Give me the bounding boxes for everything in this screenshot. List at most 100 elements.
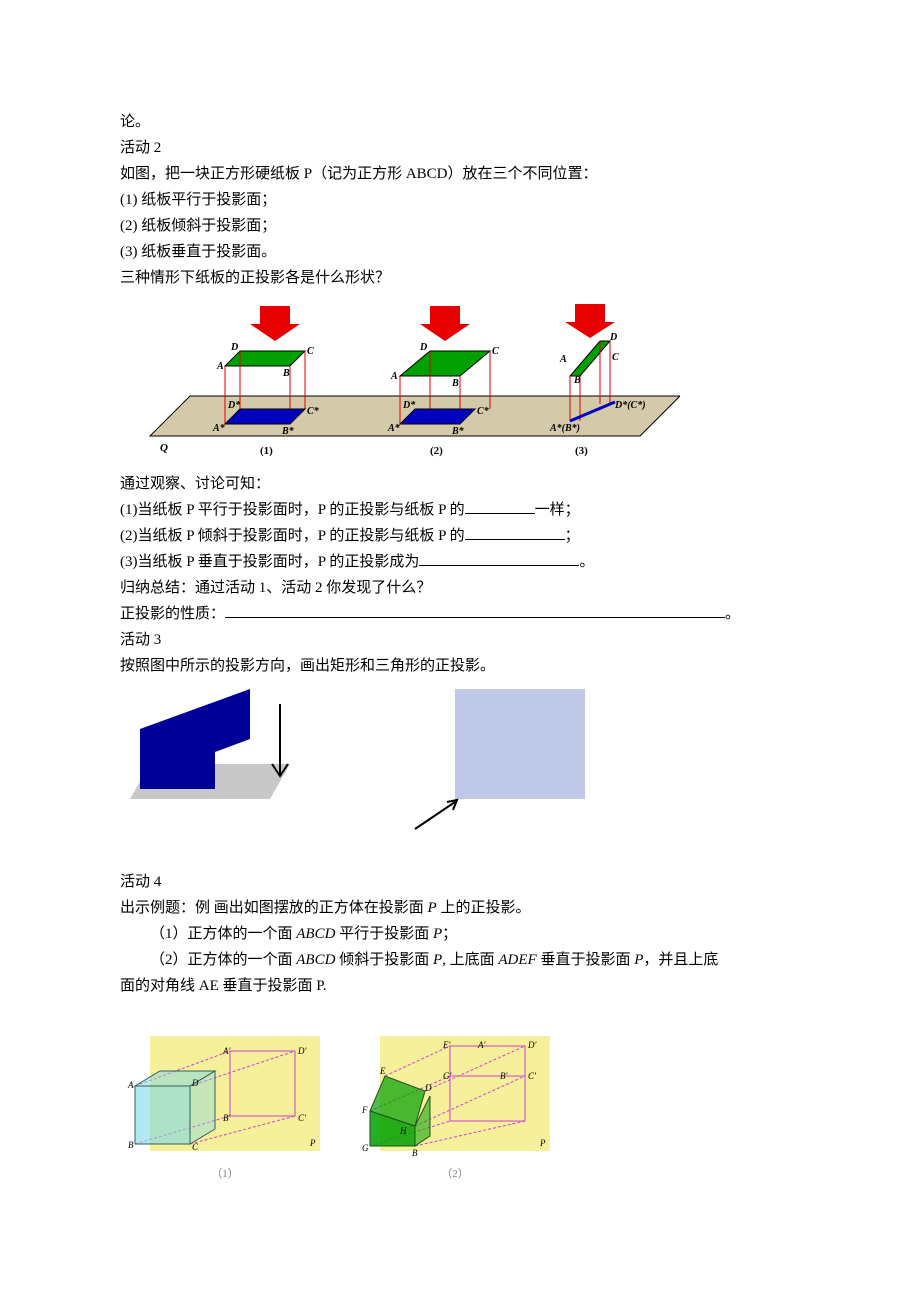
svg-text:C: C bbox=[307, 346, 314, 357]
svg-text:B*: B* bbox=[451, 426, 465, 437]
svg-text:F: F bbox=[361, 1105, 368, 1115]
svg-text:(2): (2) bbox=[430, 445, 443, 457]
fill-in-line: (3)当纸板 P 垂直于投影面时，P 的正投影成为 。 bbox=[120, 550, 800, 574]
text-fragment: , 上底面 bbox=[442, 952, 498, 968]
svg-text:Q: Q bbox=[160, 442, 168, 454]
fill-in-line: (1)当纸板 P 平行于投影面时，P 的正投影与纸板 P 的一样； bbox=[120, 498, 800, 522]
italic-var: ABCD bbox=[296, 952, 335, 968]
text-fragment: 平行于投影面 bbox=[335, 926, 433, 942]
activity-heading: 活动 2 bbox=[120, 136, 800, 160]
svg-text:C': C' bbox=[528, 1071, 537, 1081]
text-line: (1) 纸板平行于投影面； bbox=[120, 188, 800, 212]
svg-text:A*: A* bbox=[212, 423, 226, 434]
svg-text:D': D' bbox=[297, 1046, 307, 1056]
text-line: (3) 纸板垂直于投影面。 bbox=[120, 240, 800, 264]
text-fragment: ； bbox=[442, 926, 457, 942]
text-line: 如图，把一块正方形硬纸板 P（记为正方形 ABCD）放在三个不同位置： bbox=[120, 162, 800, 186]
text-line: 按照图中所示的投影方向，画出矩形和三角形的正投影。 bbox=[120, 654, 800, 678]
svg-text:B: B bbox=[573, 375, 581, 386]
figure-blue-shape bbox=[120, 684, 320, 824]
text-line: （2）正方体的一个面 ABCD 倾斜于投影面 P, 上底面 ADEF 垂直于投影… bbox=[120, 948, 800, 972]
svg-text:A': A' bbox=[477, 1040, 486, 1050]
italic-var: ADEF bbox=[498, 952, 536, 968]
text-fragment: ； bbox=[565, 528, 580, 544]
figure-activity3 bbox=[120, 684, 800, 834]
svg-text:A: A bbox=[127, 1080, 134, 1090]
italic-var: P bbox=[433, 926, 442, 942]
svg-text:B: B bbox=[282, 368, 290, 379]
svg-text:G: G bbox=[362, 1143, 369, 1153]
svg-text:P: P bbox=[539, 1138, 546, 1148]
svg-text:A*(B*): A*(B*) bbox=[549, 423, 580, 434]
svg-text:D: D bbox=[424, 1083, 432, 1093]
text-fragment: (3)当纸板 P 垂直于投影面时，P 的正投影成为 bbox=[120, 554, 419, 570]
svg-text:D*: D* bbox=[402, 400, 416, 411]
svg-text:D: D bbox=[191, 1078, 199, 1088]
italic-var: ABCD bbox=[296, 926, 335, 942]
text-fragment: ，并且上底 bbox=[643, 952, 718, 968]
svg-text:B': B' bbox=[223, 1113, 231, 1123]
text-fragment: (2)当纸板 P 倾斜于投影面时，P 的正投影与纸板 P 的 bbox=[120, 528, 465, 544]
figure-lavender-rect bbox=[400, 684, 600, 834]
blank-underline bbox=[419, 550, 579, 566]
svg-text:A': A' bbox=[222, 1046, 231, 1056]
svg-text:E: E bbox=[379, 1066, 386, 1076]
text-fragment: 。 bbox=[579, 554, 594, 570]
fill-in-line: (2)当纸板 P 倾斜于投影面时，P 的正投影与纸板 P 的 ； bbox=[120, 524, 800, 548]
figure-cube-2: E D F G B H E' D' G' B' C' A' P （2） bbox=[350, 1016, 560, 1184]
svg-text:E': E' bbox=[442, 1040, 451, 1050]
svg-text:B': B' bbox=[500, 1071, 508, 1081]
subfigure-label: （1） bbox=[120, 1166, 330, 1184]
svg-text:C': C' bbox=[298, 1113, 307, 1123]
text-line: 通过观察、讨论可知： bbox=[120, 472, 800, 496]
svg-text:P: P bbox=[309, 1138, 316, 1148]
blank-underline bbox=[465, 498, 535, 514]
text-fragment: 出示例题：例 画出如图摆放的正方体在投影面 bbox=[120, 900, 428, 916]
text-fragment: （1）正方体的一个面 bbox=[150, 926, 296, 942]
svg-text:C*: C* bbox=[477, 406, 490, 417]
svg-text:(1): (1) bbox=[260, 445, 273, 457]
svg-text:D: D bbox=[419, 342, 427, 353]
activity-heading: 活动 3 bbox=[120, 628, 800, 652]
svg-text:C*: C* bbox=[307, 406, 320, 417]
figure-cube-1: A B C D A' B' C' D' P （1） bbox=[120, 1016, 330, 1184]
svg-text:B: B bbox=[451, 378, 459, 389]
text-fragment: 倾斜于投影面 bbox=[335, 952, 433, 968]
svg-text:A*: A* bbox=[387, 423, 401, 434]
text-line: 面的对角线 AE 垂直于投影面 P. bbox=[120, 974, 800, 998]
blank-underline bbox=[465, 524, 565, 540]
svg-text:D: D bbox=[609, 332, 617, 343]
svg-text:C: C bbox=[612, 352, 619, 363]
svg-text:(3): (3) bbox=[575, 445, 588, 457]
text-fragment: 。 bbox=[725, 606, 740, 622]
svg-text:B: B bbox=[128, 1140, 134, 1150]
text-line: 归纳总结：通过活动 1、活动 2 你发现了什么？ bbox=[120, 576, 800, 600]
text-line: （1）正方体的一个面 ABCD 平行于投影面 P； bbox=[120, 922, 800, 946]
svg-text:D: D bbox=[230, 342, 238, 353]
text-line: 出示例题：例 画出如图摆放的正方体在投影面 P 上的正投影。 bbox=[120, 896, 800, 920]
italic-var: P bbox=[433, 952, 442, 968]
fill-in-line: 正投影的性质： 。 bbox=[120, 602, 800, 626]
text-line: 三种情形下纸板的正投影各是什么形状？ bbox=[120, 266, 800, 290]
text-line: (2) 纸板倾斜于投影面； bbox=[120, 214, 800, 238]
blank-underline bbox=[225, 602, 725, 618]
svg-text:D*: D* bbox=[227, 400, 241, 411]
text-fragment: 上的正投影。 bbox=[437, 900, 531, 916]
svg-text:A: A bbox=[390, 371, 398, 382]
text-fragment: 垂直于投影面 bbox=[537, 952, 635, 968]
document-page: 论。 活动 2 如图，把一块正方形硬纸板 P（记为正方形 ABCD）放在三个不同… bbox=[0, 0, 920, 1302]
svg-text:B: B bbox=[412, 1148, 418, 1158]
text-fragment: 正投影的性质： bbox=[120, 606, 225, 622]
svg-text:B*: B* bbox=[281, 426, 295, 437]
svg-text:C: C bbox=[492, 346, 499, 357]
text-line: 论。 bbox=[120, 110, 800, 134]
text-fragment: (1)当纸板 P 平行于投影面时，P 的正投影与纸板 P 的 bbox=[120, 502, 465, 518]
figure-projection-three-cases: Q bbox=[120, 296, 800, 466]
svg-text:D': D' bbox=[527, 1040, 537, 1050]
figure-cube-projections: A B C D A' B' C' D' P （1） bbox=[120, 1016, 800, 1184]
svg-text:A: A bbox=[559, 354, 567, 365]
svg-text:H: H bbox=[399, 1126, 407, 1136]
svg-text:A: A bbox=[216, 361, 224, 372]
svg-text:C: C bbox=[192, 1142, 199, 1152]
svg-text:G': G' bbox=[443, 1071, 452, 1081]
